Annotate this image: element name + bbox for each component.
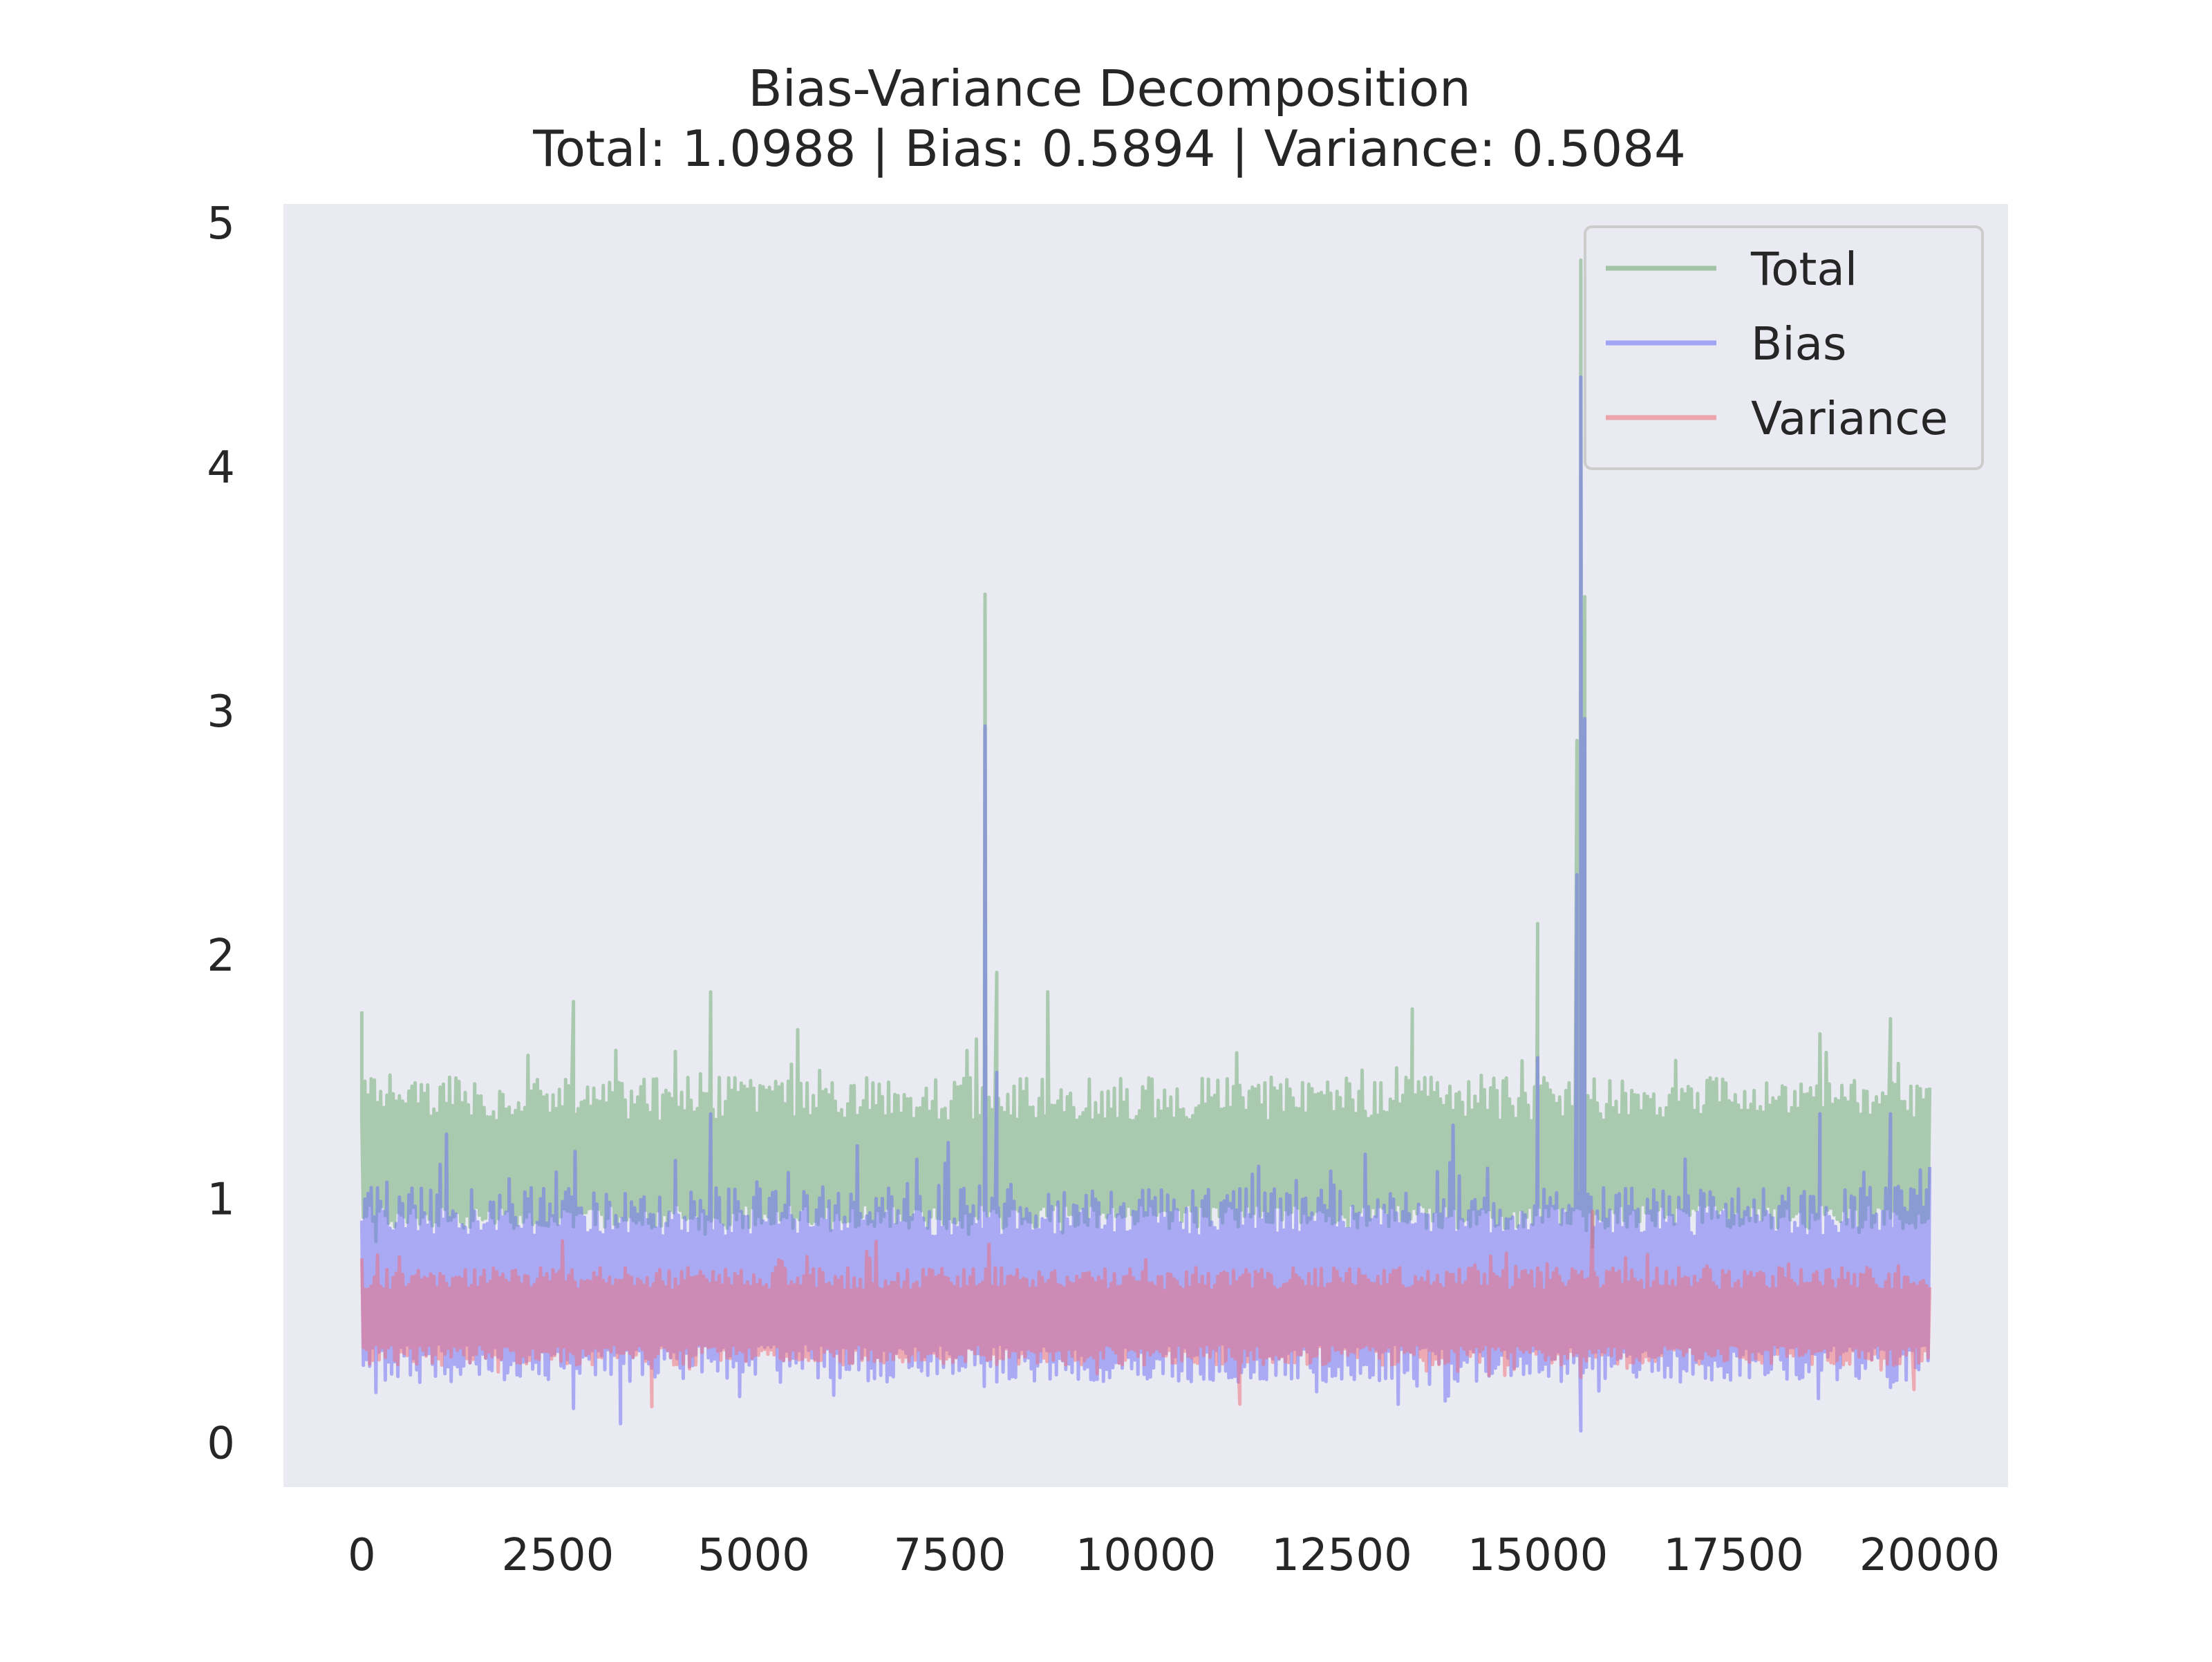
chart-title: Bias-Variance Decomposition [748, 59, 1470, 118]
y-tick-label: 0 [207, 1418, 235, 1469]
series-layer [359, 258, 1932, 1433]
x-tick-label: 5000 [697, 1530, 810, 1581]
x-tick-label: 10000 [1076, 1530, 1217, 1581]
y-tick-label: 3 [207, 687, 235, 738]
y-tick-label: 2 [207, 931, 235, 982]
y-tick-label: 5 [207, 198, 235, 250]
y-axis: 0 1 2 3 4 5 [207, 198, 235, 1469]
y-tick-label: 4 [207, 442, 235, 494]
x-tick-label: 17500 [1663, 1530, 1804, 1581]
x-axis: 0 2500 5000 7500 10000 12500 15000 17500 20000 [348, 1530, 2000, 1581]
x-tick-label: 0 [348, 1530, 376, 1581]
legend-label-variance: Variance [1751, 392, 1948, 445]
series-line-variance [359, 1209, 1932, 1409]
y-tick-label: 1 [207, 1175, 235, 1226]
legend-label-bias: Bias [1751, 317, 1846, 371]
legend: Total Bias Variance [1584, 225, 1984, 470]
legend-box [1584, 225, 1984, 470]
series-line-total [359, 258, 1932, 1249]
x-tick-label: 15000 [1468, 1530, 1609, 1581]
x-tick-label: 20000 [1859, 1530, 2000, 1581]
legend-label-total: Total [1750, 243, 1857, 296]
x-tick-label: 2500 [501, 1530, 614, 1581]
x-tick-label: 7500 [894, 1530, 1006, 1581]
x-tick-label: 12500 [1271, 1530, 1412, 1581]
chart-subtitle: Total: 1.0988 | Bias: 0.5894 | Variance:… [532, 120, 1686, 178]
